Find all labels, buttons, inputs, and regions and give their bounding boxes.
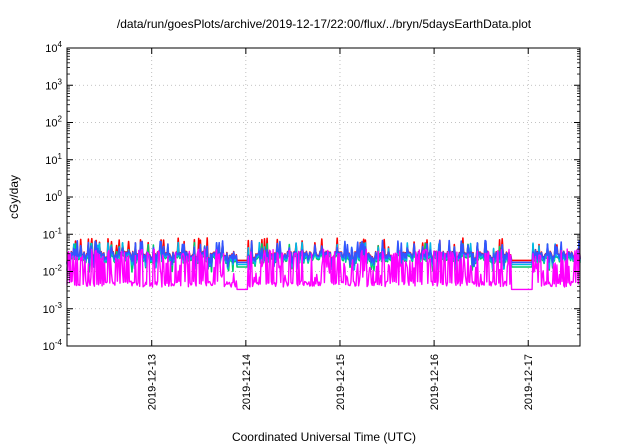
x-tick-label: 2019-12-15	[335, 354, 347, 410]
x-tick-label: 2019-12-16	[429, 354, 441, 410]
series-line	[66, 248, 581, 291]
y-tick-label-base: 10	[45, 43, 57, 55]
y-tick-label: 10-3	[43, 301, 63, 316]
y-tick-label-base: 10	[43, 341, 55, 353]
x-tick-label: 2019-12-14	[241, 354, 253, 410]
y-tick-label-base: 10	[45, 155, 57, 167]
y-tick-label: 10-4	[43, 338, 63, 353]
y-tick-label-exponent: -4	[55, 338, 63, 347]
y-tick-label: 10-2	[43, 264, 63, 279]
y-tick-label-base: 10	[43, 304, 55, 316]
y-tick-label-exponent: -1	[55, 226, 63, 235]
y-tick-label-base: 10	[45, 80, 57, 92]
y-tick-label-exponent: 3	[58, 77, 63, 86]
chart-title: /data/run/goesPlots/archive/2019-12-17/2…	[117, 17, 532, 31]
y-tick-label-base: 10	[45, 118, 57, 130]
y-tick-label-exponent: -3	[55, 301, 63, 310]
y-tick-label-exponent: 0	[58, 189, 63, 198]
y-tick-label-exponent: 4	[58, 40, 63, 49]
y-tick-label: 100	[45, 189, 62, 204]
grid	[67, 48, 580, 346]
x-tick-label: 2019-12-17	[523, 354, 535, 410]
y-tick-label-base: 10	[43, 229, 55, 241]
series-group	[66, 237, 581, 291]
y-tick-label-base: 10	[43, 267, 55, 279]
y-tick-label: 10-1	[43, 226, 63, 241]
y-tick-label-exponent: -2	[55, 264, 63, 273]
y-tick-label: 104	[45, 40, 62, 55]
x-axis-label: Coordinated Universal Time (UTC)	[232, 430, 416, 444]
y-tick-label: 101	[45, 152, 62, 167]
y-tick-label: 102	[45, 115, 62, 130]
y-axis-label: cGy/day	[7, 175, 21, 219]
x-tick-label: 2019-12-13	[147, 354, 159, 410]
y-tick-label-exponent: 2	[58, 115, 63, 124]
x-axis-ticks: 2019-12-13 2019-12-14 2019-12-15 2019-12-16…	[147, 48, 535, 410]
y-tick-label-exponent: 1	[58, 152, 63, 161]
y-tick-label-base: 10	[45, 192, 57, 204]
y-tick-label: 103	[45, 77, 62, 92]
